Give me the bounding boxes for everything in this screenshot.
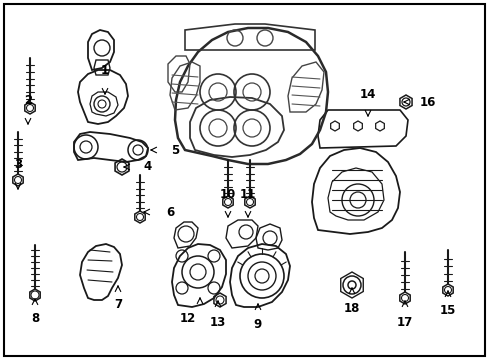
Text: 4: 4 [143, 161, 152, 174]
Text: 15: 15 [439, 303, 455, 316]
Text: 17: 17 [396, 315, 412, 328]
Text: 7: 7 [114, 298, 122, 311]
Text: 14: 14 [359, 89, 375, 102]
Text: 1: 1 [101, 63, 109, 77]
Text: 11: 11 [240, 189, 256, 202]
Text: 16: 16 [419, 95, 435, 108]
Text: 5: 5 [170, 144, 179, 157]
Text: 18: 18 [343, 302, 360, 315]
Text: 10: 10 [220, 189, 236, 202]
Text: 8: 8 [31, 311, 39, 324]
Text: 13: 13 [209, 315, 225, 328]
Text: 9: 9 [253, 319, 262, 332]
Text: 6: 6 [165, 206, 174, 219]
Text: 2: 2 [24, 94, 32, 107]
Text: 12: 12 [180, 311, 196, 324]
Text: 3: 3 [14, 158, 22, 171]
